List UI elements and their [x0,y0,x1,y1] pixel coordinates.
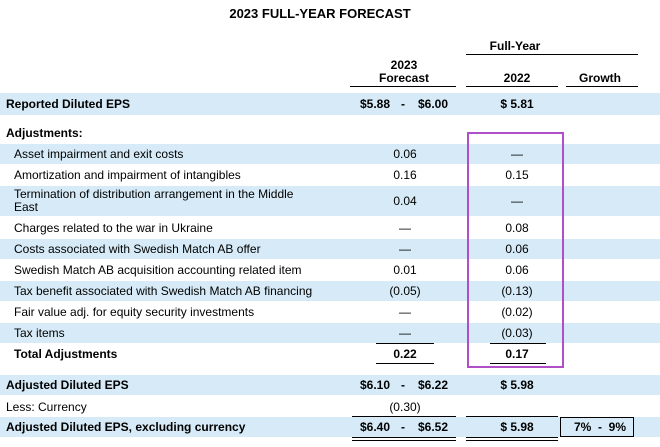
adjusted-ex-high: $6.52 [418,420,449,434]
subtotal-underline-2022 [490,343,546,344]
adjusted-eps-low: $6.10 [360,378,391,392]
row-adjusted-eps: Adjusted Diluted EPS $6.10 - $6.22 $ 5.9… [0,375,660,395]
reported-eps-label: Reported Diluted EPS [6,97,131,111]
reported-eps-dash: - [401,97,405,111]
item-value-2022: 0.06 [505,242,529,256]
adjusted-eps-dash: - [401,378,405,392]
total-adjustments-2023: 0.22 [393,347,417,361]
table-row: Termination of distribution arrangement … [0,186,660,216]
header-underline-2022 [466,86,558,87]
header-growth: Growth [579,71,621,85]
subtotal-underline-2023 [376,343,434,344]
header-divider-full-year [466,54,638,55]
adjusted-ex-growth: 7% - 9% [573,420,627,434]
highlight-box-2022-adjustments [467,132,564,368]
total-underline-2022 [490,363,546,364]
adjusted-ex-dash: - [401,420,405,434]
item-label: Swedish Match AB acquisition accounting … [14,263,302,277]
adjusted-ex-low: $6.40 [360,420,391,434]
final-double-underline-3 [466,437,558,438]
reported-eps-low: $5.88 [360,97,391,111]
total-adjustments-2022: 0.17 [505,347,529,361]
item-label-line2: East [14,200,39,214]
page-title: 2023 FULL-YEAR FORECAST [229,6,411,21]
adjusted-ex-label: Adjusted Diluted EPS, excluding currency [6,420,246,434]
item-label: Fair value adj. for equity security inve… [14,305,255,319]
currency-underline-top [352,416,456,417]
header-2023-line2: Forecast [378,71,430,85]
adjustments-label: Adjustments: [6,126,83,140]
table-row: Swedish Match AB acquisition accounting … [0,260,660,280]
header-underline-growth [566,86,638,87]
item-value-2023: 0.04 [393,194,417,208]
reported-eps-high: $6.00 [418,97,449,111]
growth-box [560,417,634,437]
table-row: Asset impairment and exit costs 0.06 — [0,144,660,164]
prior-underline-top [466,416,558,417]
item-label: Tax benefit associated with Swedish Matc… [14,284,313,298]
table-row: Costs associated with Swedish Match AB o… [0,239,660,259]
table-row: Tax benefit associated with Swedish Matc… [0,281,660,301]
item-label: Amortization and impairment of intangibl… [14,168,241,182]
item-value-2023: 0.16 [393,168,417,182]
currency-label: Less: Currency [6,400,87,414]
final-double-underline-2 [352,440,456,441]
item-value-2023: 0.06 [393,147,417,161]
item-label: Asset impairment and exit costs [14,147,184,161]
item-value-2023: — [399,326,411,340]
row-reported-eps: Reported Diluted EPS $5.88 - $6.00 $ 5.8… [0,93,660,115]
header-underline-2023 [350,86,456,87]
row-adjustments-header: Adjustments: [0,123,660,143]
item-value-2023: — [399,242,411,256]
item-value-2023: — [399,221,411,235]
adjusted-eps-high: $6.22 [418,378,449,392]
item-value-2022: — [511,194,523,208]
item-value-2023: — [399,305,411,319]
adjusted-eps-2022: $ 5.98 [500,378,534,392]
item-value-2022: 0.08 [505,221,529,235]
item-label: Charges related to the war in Ukraine [14,221,213,235]
adjusted-eps-label: Adjusted Diluted EPS [6,378,129,392]
table-row: Amortization and impairment of intangibl… [0,165,660,185]
adjusted-ex-2022: $ 5.98 [500,420,534,434]
row-adjusted-eps-ex-currency: Adjusted Diluted EPS, excluding currency… [0,417,660,437]
table-row: Fair value adj. for equity security inve… [0,302,660,322]
item-value-2022: — [511,147,523,161]
header-2023-line1: 2023 [390,58,418,72]
item-label: Costs associated with Swedish Match AB o… [14,242,261,256]
item-label: Tax items [14,326,65,340]
table-row: Tax items — (0.03) [0,323,660,343]
item-value-2022: (0.13) [501,284,533,298]
final-double-underline-1 [352,437,456,438]
item-value-2023: (0.05) [389,284,421,298]
item-value-2022: 0.06 [505,263,529,277]
header-full-year: Full-Year [489,39,541,53]
row-currency: Less: Currency (0.30) [0,397,660,417]
final-double-underline-4 [466,440,558,441]
reported-eps-2022: $ 5.81 [500,97,534,111]
total-underline-2023 [376,363,434,364]
total-adjustments-label: Total Adjustments [14,347,118,361]
currency-2023: (0.30) [389,400,421,414]
table-row: Charges related to the war in Ukraine — … [0,218,660,238]
item-value-2022: (0.02) [501,305,533,319]
header-2022: 2022 [503,71,531,85]
item-value-2023: 0.01 [393,263,417,277]
item-value-2022: 0.15 [505,168,529,182]
item-label-line1: Termination of distribution arrangement … [14,187,294,201]
item-value-2022: (0.03) [501,326,533,340]
row-total-adjustments: Total Adjustments 0.22 0.17 [0,344,660,364]
